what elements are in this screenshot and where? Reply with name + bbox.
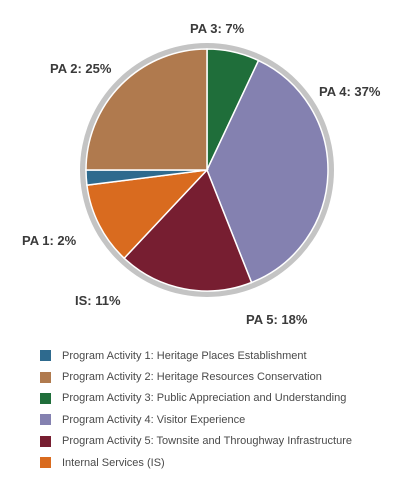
- pie-slice-pa5: [123, 168, 253, 292]
- legend-label: Program Activity 3: Public Appreciation …: [62, 392, 347, 405]
- legend-swatch: [40, 350, 51, 362]
- pie-chart: PA 1: 2% PA 2: 25% PA 3: 7% PA 4: 37% PA…: [22, 21, 381, 327]
- pie-slice-pa4: [206, 59, 329, 284]
- pie-slices: [85, 48, 329, 292]
- legend-item-is: Internal Services (IS): [40, 452, 352, 473]
- legend-item-pa3: Program Activity 3: Public Appreciation …: [40, 388, 352, 409]
- slice-label-is: IS: 11%: [75, 293, 121, 308]
- slice-label-pa5: PA 5: 18%: [246, 312, 308, 327]
- pie-labels: PA 1: 2% PA 2: 25% PA 3: 7% PA 4: 37% PA…: [22, 21, 381, 327]
- legend-label: Internal Services (IS): [62, 456, 165, 469]
- legend-swatch: [40, 457, 51, 469]
- legend-swatch: [40, 371, 51, 383]
- legend-label: Program Activity 5: Townsite and Through…: [62, 435, 353, 448]
- legend-label: Program Activity 1: Heritage Places Esta…: [62, 349, 307, 362]
- chart-legend: Program Activity 1: Heritage Places Esta…: [40, 345, 352, 473]
- slice-label-pa3: PA 3: 7%: [190, 21, 245, 36]
- legend-item-pa2: Program Activity 2: Heritage Resources C…: [40, 366, 352, 387]
- legend-item-pa4: Program Activity 4: Visitor Experience: [40, 409, 352, 430]
- legend-label: Program Activity 4: Visitor Experience: [62, 413, 246, 426]
- legend-swatch: [40, 414, 51, 426]
- slice-label-pa4: PA 4: 37%: [319, 84, 381, 99]
- slice-label-pa1: PA 1: 2%: [22, 233, 77, 248]
- legend-item-pa1: Program Activity 1: Heritage Places Esta…: [40, 345, 352, 366]
- pie-slice-pa2: [85, 48, 208, 171]
- legend-swatch: [40, 435, 51, 447]
- legend-swatch: [40, 392, 51, 404]
- legend-label: Program Activity 2: Heritage Resources C…: [62, 371, 322, 384]
- pie-slice-is: [86, 168, 209, 260]
- slice-label-pa2: PA 2: 25%: [50, 61, 112, 76]
- legend-item-pa5: Program Activity 5: Townsite and Through…: [40, 431, 352, 452]
